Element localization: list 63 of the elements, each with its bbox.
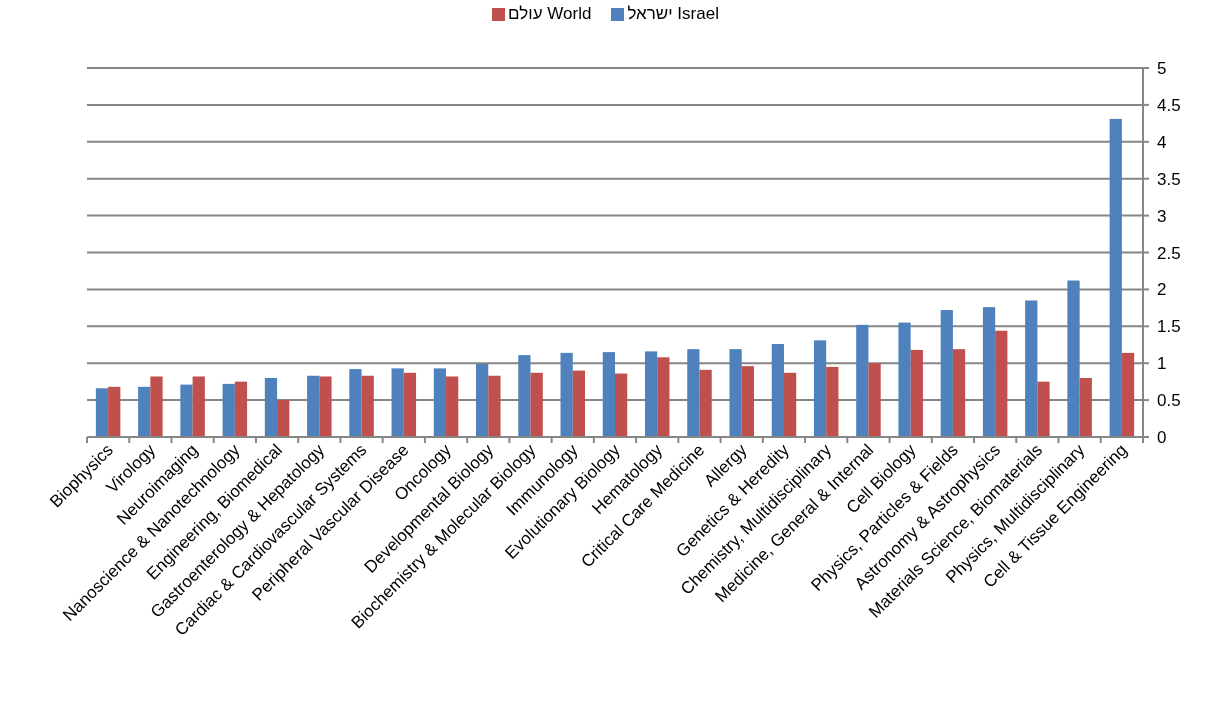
legend-label: Israel ישראל [627, 4, 719, 24]
bar [234, 381, 248, 437]
bar [108, 386, 121, 437]
bar [95, 388, 109, 437]
bar [1067, 280, 1080, 437]
bar [952, 349, 966, 437]
bar [1121, 352, 1135, 437]
bar [222, 383, 235, 437]
y-tick-label: 2.5 [1157, 243, 1181, 263]
bar [910, 349, 923, 437]
bar [572, 370, 586, 437]
bar [898, 322, 911, 437]
bar [771, 344, 784, 437]
bar [615, 373, 628, 437]
bar [657, 357, 670, 437]
y-tick-label: 3.5 [1157, 169, 1181, 189]
bar [476, 363, 489, 437]
bar [391, 368, 404, 437]
y-tick-label: 4 [1157, 132, 1167, 152]
y-tick-label: 4.5 [1157, 95, 1181, 115]
y-tick-label: 0 [1157, 428, 1167, 447]
bar [530, 372, 543, 437]
bar [1037, 381, 1050, 437]
bar [319, 376, 332, 437]
bar [1079, 377, 1092, 437]
bar [982, 307, 996, 437]
bar [446, 376, 459, 437]
bar [349, 369, 362, 437]
bar [488, 375, 501, 437]
bar [180, 384, 193, 437]
bar [602, 352, 615, 437]
legend-label: World עולם [508, 4, 592, 24]
bar [277, 400, 290, 437]
bar [403, 372, 417, 437]
bar [644, 351, 658, 437]
bar [687, 349, 700, 437]
y-tick-label: 0.5 [1157, 391, 1181, 411]
bar [560, 352, 573, 437]
y-tick-label: 2 [1157, 280, 1167, 300]
bar [138, 386, 151, 437]
bar [940, 310, 953, 437]
y-tick-label: 3 [1157, 206, 1167, 226]
bar [192, 376, 205, 437]
bar [150, 376, 163, 437]
bar [361, 375, 374, 437]
bar [699, 369, 712, 437]
bar [856, 324, 869, 437]
bar [995, 330, 1008, 437]
y-tick-label: 5 [1157, 59, 1167, 78]
bar [783, 372, 797, 437]
bar [264, 377, 278, 437]
bar [433, 368, 447, 437]
bar [1025, 300, 1038, 437]
y-tick-label: 1 [1157, 354, 1167, 374]
bar [1109, 118, 1122, 437]
bar [813, 340, 827, 437]
bar [307, 375, 320, 437]
bar [868, 363, 881, 437]
bar [729, 349, 742, 437]
y-tick-label: 1.5 [1157, 317, 1181, 337]
bar [826, 366, 839, 437]
bar [518, 355, 531, 437]
bar [741, 366, 754, 437]
